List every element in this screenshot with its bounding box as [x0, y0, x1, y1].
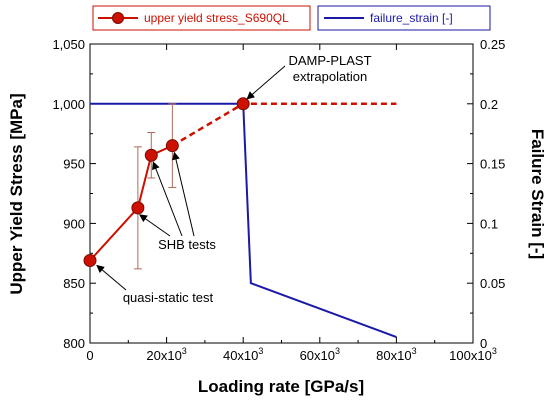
y-tick-label: 950 — [63, 157, 85, 172]
yield-stress-point — [236, 97, 250, 111]
annotation-line: DAMP-PLAST — [288, 53, 371, 68]
annotation-line: extrapolation — [293, 69, 367, 84]
annotation-shb-tests: SHB tests — [158, 237, 216, 252]
y2-tick-label: 0.15 — [480, 157, 505, 172]
x-tick-label: 40x103 — [223, 346, 263, 363]
x-tick-label-base: 60x10 — [300, 348, 335, 363]
x-tick-label-exponent: 3 — [335, 346, 340, 356]
yield-stress-line — [89, 144, 173, 262]
x-tick-label-exponent: 3 — [182, 346, 187, 356]
x-tick-label-base: 0 — [86, 348, 93, 363]
x-tick-label-base: 20x10 — [146, 348, 181, 363]
y-tick-label: 900 — [63, 216, 85, 231]
x-tick-label-exponent: 3 — [412, 346, 417, 356]
y2-tick-label: 0 — [480, 336, 487, 351]
annotation-arrow — [246, 65, 286, 100]
x-tick-label: 80x103 — [376, 346, 416, 363]
x-tick-label-base: 100x10 — [449, 348, 492, 363]
annotation-arrow — [139, 214, 171, 237]
annotation-arrow — [172, 151, 195, 237]
legend-label-yield: upper yield stress_S690QL — [144, 11, 289, 25]
axis-ticks: 0 20x103 40x103 60x103 80x103 100x10380085090… — [52, 37, 505, 363]
x-tick-label-base: 40x10 — [223, 348, 258, 363]
yield-stress-point — [83, 253, 97, 267]
annotations: DAMP-PLAST extrapolation SHB tests quasi-st… — [96, 53, 372, 305]
x-tick-label: 0 — [86, 348, 93, 363]
failure-strain-line — [90, 102, 397, 338]
legend-swatch-marker — [112, 12, 124, 24]
annotation-quasi-static: quasi-static test — [123, 290, 214, 305]
y2-axis-title: Failure Strain [-] — [528, 129, 547, 259]
legend-label-strain: failure_strain [-] — [370, 11, 453, 25]
yield-stress-point — [165, 139, 179, 153]
y-tick-label: 800 — [63, 336, 85, 351]
yield-stress-point — [144, 148, 158, 162]
annotation-arrow — [152, 161, 183, 237]
x-tick-label-base: 80x10 — [376, 348, 411, 363]
x-tick-label-exponent: 3 — [492, 346, 497, 356]
x-tick-label: 20x103 — [146, 346, 186, 363]
y2-tick-label: 0.1 — [480, 216, 498, 231]
y-tick-label: 1,000 — [52, 97, 85, 112]
y2-tick-label: 0.2 — [480, 97, 498, 112]
x-tick-label-exponent: 3 — [258, 346, 263, 356]
x-tick-label: 60x103 — [300, 346, 340, 363]
y2-tick-label: 0.05 — [480, 276, 505, 291]
annotation-arrow — [96, 264, 127, 291]
legend: upper yield stress_S690QL failure_strain … — [92, 5, 491, 31]
annotation-damp-plast: DAMP-PLAST extrapolation — [288, 53, 371, 84]
series-layer — [83, 97, 397, 338]
yield-stress-point — [131, 201, 145, 215]
y-tick-label: 850 — [63, 276, 85, 291]
y-axis-title: Upper Yield Stress [MPa] — [7, 93, 26, 294]
y2-tick-label: 0.25 — [480, 37, 505, 52]
y-tick-label: 1,050 — [52, 37, 85, 52]
extrapolation-line — [171, 102, 397, 147]
x-axis-title: Loading rate [GPa/s] — [198, 377, 364, 396]
x-tick-label: 100x103 — [449, 346, 497, 363]
